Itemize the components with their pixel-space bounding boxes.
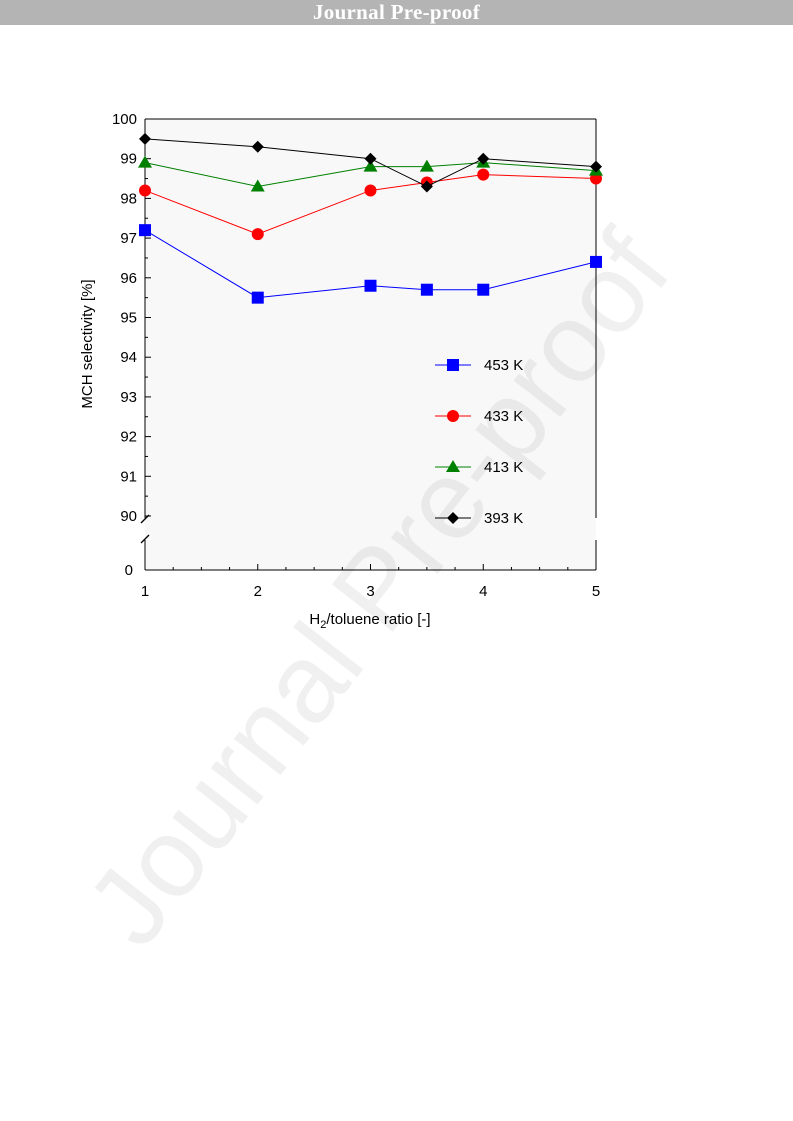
series-393-k	[139, 132, 602, 193]
x-tick-label: 3	[366, 583, 374, 600]
data-point	[477, 168, 490, 181]
y-tick-label: 96	[120, 270, 137, 287]
y-tick-label: 94	[120, 349, 137, 366]
legend-label: 413 K	[484, 459, 523, 476]
data-point	[420, 283, 433, 296]
journal-banner: Journal Pre-proof	[0, 0, 793, 25]
x-tick-label: 2	[254, 583, 262, 600]
legend-marker	[447, 359, 459, 371]
x-axis-title: H2/toluene ratio [-]	[309, 611, 430, 631]
data-point	[477, 283, 490, 296]
data-point	[590, 160, 602, 173]
data-point	[139, 224, 151, 237]
data-point	[477, 152, 490, 165]
y-tick-label: 100	[112, 111, 137, 128]
series-line	[144, 138, 597, 188]
data-point	[251, 140, 264, 153]
y-tick-label: 97	[120, 230, 137, 247]
legend-item: 433 K	[435, 408, 523, 425]
data-point	[590, 255, 602, 268]
data-point	[419, 159, 434, 172]
legend-label: 433 K	[484, 408, 523, 425]
x-tick-label: 1	[141, 583, 149, 600]
axis-break-mark	[140, 534, 150, 544]
data-point	[364, 184, 377, 197]
legend-item: 413 K	[435, 459, 523, 476]
data-point	[139, 132, 151, 145]
data-point	[251, 291, 264, 304]
y-axis-title: MCH selectivity [%]	[79, 279, 96, 408]
y-tick-label: 99	[120, 151, 137, 168]
x-tick-label: 4	[479, 583, 487, 600]
legend-marker	[447, 512, 459, 524]
series-413-k	[138, 155, 603, 192]
data-point	[364, 152, 377, 165]
x-tick-label: 5	[592, 583, 600, 600]
y-tick-label: 92	[120, 429, 137, 446]
legend: 453 K 433 K 413 K 393 K	[435, 357, 523, 527]
series-line	[144, 162, 597, 187]
series-layer	[138, 132, 603, 304]
legend-label: 393 K	[484, 510, 523, 527]
banner-title: Journal Pre-proof	[312, 0, 481, 24]
data-point	[139, 184, 151, 197]
legend-marker	[446, 460, 460, 472]
data-point	[250, 179, 265, 192]
legend-marker	[447, 410, 459, 422]
y-tick-label: 95	[120, 310, 137, 327]
series-line	[144, 229, 597, 299]
y-tick-label: 91	[120, 468, 137, 485]
data-point	[364, 279, 377, 292]
legend-item: 393 K	[435, 510, 523, 527]
data-point	[251, 228, 264, 241]
data-point	[420, 180, 433, 193]
legend-label: 453 K	[484, 357, 523, 374]
series-453-k	[139, 224, 602, 304]
y-tick-label: 0	[125, 562, 133, 579]
legend-item: 453 K	[435, 357, 523, 374]
y-tick-label: 93	[120, 389, 137, 406]
y-tick-label: 90	[120, 508, 137, 525]
y-tick-label: 98	[120, 190, 137, 207]
data-point	[363, 159, 378, 172]
data-point	[138, 155, 152, 168]
series-line	[144, 174, 597, 235]
